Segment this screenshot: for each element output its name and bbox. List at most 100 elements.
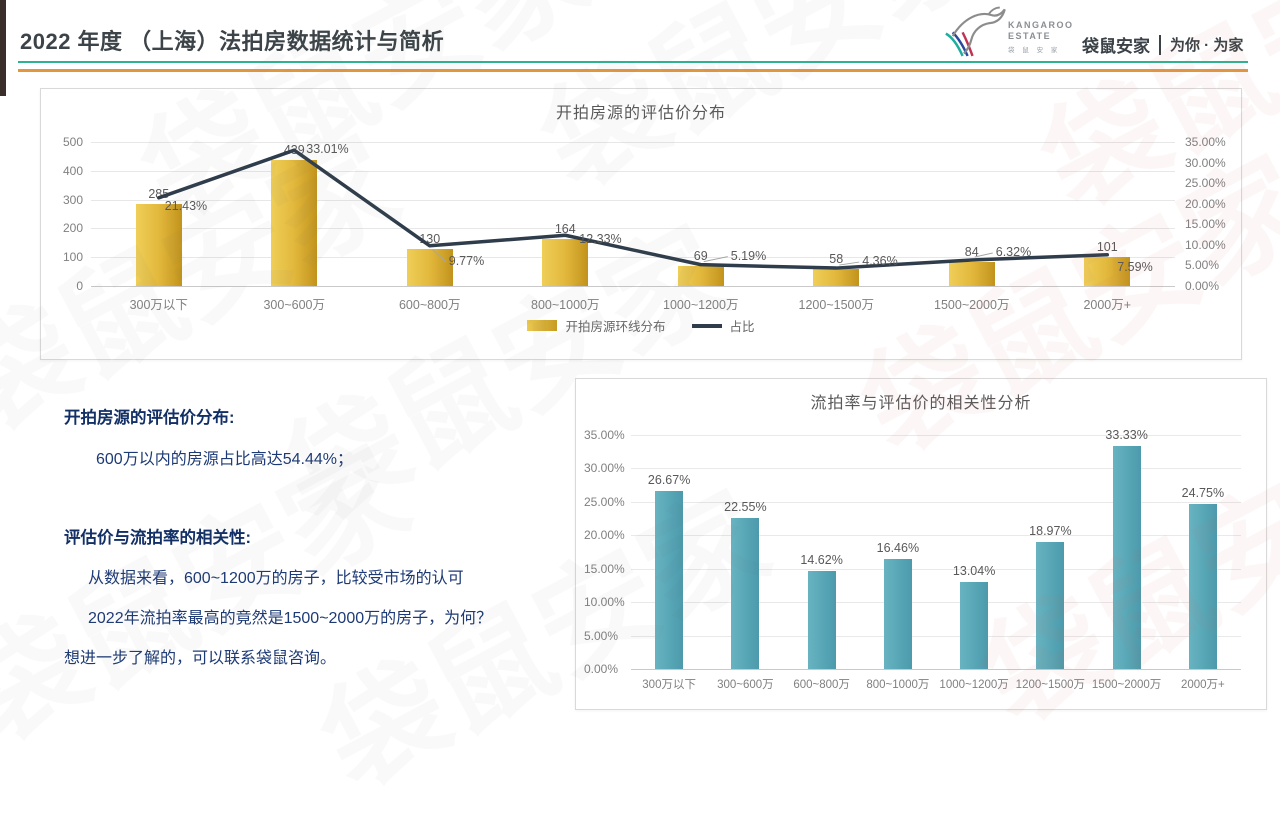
gridline xyxy=(631,568,1241,570)
bar xyxy=(731,518,760,669)
left-axis-tick: 400 xyxy=(62,163,83,178)
chart-legend: 开拍房源环线分布 占比 xyxy=(41,316,1241,335)
bar xyxy=(960,581,989,669)
right-axis-tick: 30.00% xyxy=(1185,155,1226,170)
gridline xyxy=(631,535,1241,537)
gridline xyxy=(91,142,1175,143)
bar xyxy=(271,159,318,286)
right-axis-tick: 15.00% xyxy=(1185,217,1226,232)
left-axis-tick: 200 xyxy=(62,221,83,236)
y-axis-tick: 5.00% xyxy=(584,628,619,643)
bar xyxy=(406,248,453,286)
x-category-label: 1000~1200万 xyxy=(939,679,1009,691)
right-axis-tick: 25.00% xyxy=(1185,176,1226,191)
legend-bar-label: 开拍房源环线分布 xyxy=(565,320,666,334)
chart-title: 流拍率与评估价的相关性分析 xyxy=(810,395,1032,412)
bar xyxy=(1036,542,1065,669)
gridline xyxy=(631,635,1241,637)
left-axis-tick: 300 xyxy=(62,192,83,207)
line-point-label: 5.19% xyxy=(730,248,767,263)
brand-name-en-2: ESTATE xyxy=(1008,31,1052,41)
x-category-label: 600~800万 xyxy=(398,298,461,312)
x-category-label: 1200~1500万 xyxy=(798,298,874,312)
x-category-label: 300万以下 xyxy=(129,298,188,312)
x-category-label: 800~1000万 xyxy=(531,298,600,312)
bar-value-label: 58 xyxy=(829,252,844,267)
x-category-label: 600~800万 xyxy=(793,679,850,691)
bar xyxy=(1188,503,1217,669)
bar-value-label: 22.55% xyxy=(724,500,767,515)
slogan-divider xyxy=(1159,34,1161,55)
note-body-correlation-2: 2022年流拍率最高的竟然是1500~2000万的房子，为何？ xyxy=(88,610,493,627)
bar-value-label: 130 xyxy=(419,231,441,246)
bar xyxy=(813,269,860,286)
y-axis-tick: 30.00% xyxy=(584,461,625,476)
line-point-label: 4.36% xyxy=(862,254,898,269)
left-axis-tick: 100 xyxy=(62,250,83,265)
header-rule-green xyxy=(18,61,1248,63)
line-point-label: 21.43% xyxy=(164,198,208,213)
bar xyxy=(807,571,836,669)
gridline xyxy=(91,286,1175,287)
logo: KANGAROO ESTATE 袋 鼠 安 家 袋鼠安家 为你 · 为家 xyxy=(944,4,1244,62)
x-category-label: 800~1000万 xyxy=(866,679,930,691)
bar xyxy=(1112,446,1141,669)
company-slogan: 袋鼠安家 为你 · 为家 xyxy=(1082,32,1243,57)
header-rule-orange xyxy=(18,69,1248,72)
slogan-text: 为你 · 为家 xyxy=(1170,37,1244,54)
bar-value-label: 84 xyxy=(964,244,979,259)
left-axis-tick: 500 xyxy=(62,135,83,149)
gridline xyxy=(91,199,1175,201)
bar-value-label: 13.04% xyxy=(952,563,996,578)
x-category-label: 2000万+ xyxy=(1180,679,1225,691)
gridline xyxy=(631,468,1241,470)
right-axis-tick: 0.00% xyxy=(1185,279,1220,293)
y-axis-tick: 15.00% xyxy=(584,561,625,576)
x-category-label: 1200~1500万 xyxy=(1015,679,1086,691)
bar-value-label: 24.75% xyxy=(1181,485,1225,500)
line-point-label: 12.33% xyxy=(579,232,622,247)
x-category-label: 300~600万 xyxy=(717,679,774,691)
line-point-label: 7.59% xyxy=(1117,259,1153,274)
line-point-label: 9.77% xyxy=(448,253,485,268)
kangaroo-logo-icon xyxy=(945,6,1006,57)
gridline xyxy=(91,228,1175,230)
corner-accent xyxy=(0,0,6,96)
left-axis-tick: 0 xyxy=(76,279,83,293)
gridline xyxy=(91,170,1175,172)
bar-value-label: 14.62% xyxy=(800,553,843,568)
x-category-label: 300万以下 xyxy=(642,679,696,691)
legend-line-swatch xyxy=(691,323,722,328)
chart-title: 开拍房源的评估价分布 xyxy=(555,105,726,122)
gridline xyxy=(631,669,1241,670)
slide: 袋鼠安家 袋鼠安家 袋鼠安家 袋鼠安家 袋鼠安家 袋鼠安家 袋鼠安家 袋鼠安家 … xyxy=(0,0,1267,710)
line-point-label: 6.32% xyxy=(995,244,1032,259)
y-axis-tick: 20.00% xyxy=(584,528,625,543)
right-axis-tick: 35.00% xyxy=(1185,135,1226,149)
bar-value-label: 18.97% xyxy=(1029,524,1072,539)
note-heading-distribution: 开拍房源的评估价分布: xyxy=(64,409,235,427)
legend-bar-swatch xyxy=(527,320,558,331)
note-body-correlation-1: 从数据来看，600~1200万的房子，比较受市场的认可 xyxy=(88,570,464,587)
line-point-label: 33.01% xyxy=(306,142,349,157)
chart-failure-rate-correlation: 流拍率与评估价的相关性分析 35.00% 30.00% 25.00% 20.00% 15… xyxy=(575,378,1267,710)
x-category-label: 1500~2000万 xyxy=(934,298,1010,312)
bar-value-label: 69 xyxy=(693,249,708,264)
brand-name-en-1: KANGAROO xyxy=(1008,20,1074,30)
right-axis-tick: 10.00% xyxy=(1185,237,1226,252)
bar xyxy=(655,490,684,669)
right-axis-tick: 5.00% xyxy=(1185,258,1220,273)
gridline xyxy=(631,501,1241,503)
y-axis-tick: 25.00% xyxy=(584,494,625,509)
bar xyxy=(135,203,182,286)
x-category-label: 300~600万 xyxy=(263,298,325,312)
x-category-label: 2000万+ xyxy=(1083,298,1132,312)
bar xyxy=(677,266,724,286)
right-axis-tick: 20.00% xyxy=(1185,196,1226,211)
gridline xyxy=(631,602,1241,604)
note-body-distribution: 600万以内的房源占比高达54.44%； xyxy=(96,451,353,468)
y-axis-tick: 10.00% xyxy=(584,595,625,610)
brand-text: KANGAROO ESTATE 袋 鼠 安 家 xyxy=(1008,20,1074,54)
bar-value-label: 101 xyxy=(1096,239,1118,254)
x-category-label: 1000~1200万 xyxy=(663,298,739,312)
